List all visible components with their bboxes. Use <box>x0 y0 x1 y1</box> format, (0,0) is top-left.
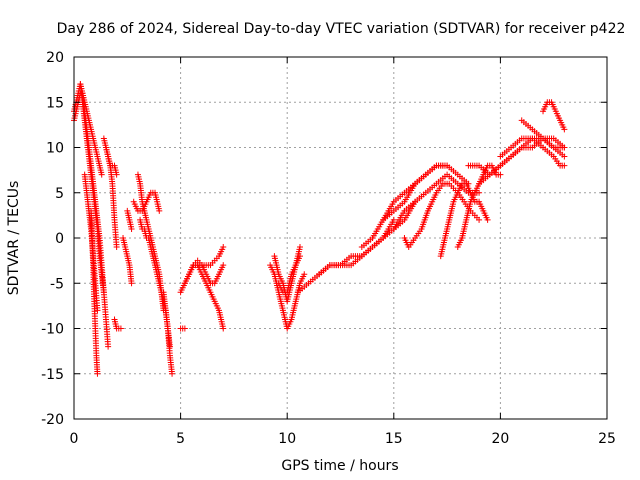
series-arc29 <box>454 162 504 251</box>
data-layer <box>71 81 568 377</box>
y-tick-label: 5 <box>55 186 64 202</box>
series-arc17 <box>181 257 227 287</box>
data-point <box>484 216 491 223</box>
y-axis-label: SDTVAR / TECUs <box>6 181 22 296</box>
data-point <box>296 244 303 251</box>
y-tick-label: -5 <box>50 276 64 292</box>
series-arc3 <box>77 81 112 350</box>
x-axis-label: GPS time / hours <box>281 458 398 474</box>
data-point <box>561 126 568 133</box>
series-arc26 <box>390 171 483 232</box>
data-point <box>156 207 163 214</box>
data-point <box>169 370 176 377</box>
x-tick-label: 25 <box>598 431 616 447</box>
x-tick-label: 10 <box>278 431 296 447</box>
series-arc18 <box>190 244 227 269</box>
chart-title: Day 286 of 2024, Sidereal Day-to-day VTE… <box>57 21 626 37</box>
data-point <box>220 262 227 269</box>
data-point <box>98 171 105 178</box>
series-arc7 <box>102 144 120 251</box>
series-arc21 <box>275 253 303 296</box>
data-point <box>220 244 227 251</box>
x-tick-label: 0 <box>70 431 79 447</box>
series-arc9 <box>120 235 135 287</box>
y-tick-label: 15 <box>46 95 64 111</box>
series-arc15 <box>177 325 188 332</box>
data-point <box>561 153 568 160</box>
x-tick-label: 20 <box>491 431 509 447</box>
series-arc27 <box>401 180 483 251</box>
data-point <box>301 271 308 278</box>
series-arc23 <box>316 198 419 278</box>
series-arc13 <box>137 216 176 377</box>
data-point <box>94 370 101 377</box>
series-arc34 <box>540 99 568 133</box>
data-point <box>181 325 188 332</box>
data-point <box>220 325 227 332</box>
series-arc14 <box>160 289 173 350</box>
data-point <box>296 253 303 260</box>
y-tick-label: -20 <box>41 412 64 428</box>
y-tick-label: 10 <box>46 141 64 157</box>
x-tick-label: 5 <box>176 431 185 447</box>
data-point <box>105 343 112 350</box>
series-arc11 <box>130 189 163 214</box>
data-point <box>113 244 120 251</box>
data-point <box>166 343 173 350</box>
data-point <box>390 216 397 223</box>
y-tick-label: 20 <box>46 50 64 66</box>
series-arc32 <box>497 135 568 169</box>
x-tick-label: 15 <box>385 431 403 447</box>
series-arc28 <box>437 180 491 260</box>
y-tick-label: -10 <box>41 322 64 338</box>
data-point <box>128 225 135 232</box>
series-arc19 <box>267 262 308 332</box>
tick-layer: 0 5 10 15 20 25 -20 -15 -10 -5 0 5 10 15 20 <box>41 50 616 447</box>
series-arc5 <box>88 207 101 377</box>
data-point <box>561 144 568 151</box>
series-arc31 <box>476 135 568 187</box>
data-point <box>561 162 568 169</box>
data-point <box>497 171 504 178</box>
y-tick-label: 0 <box>55 231 64 247</box>
y-tick-label: -15 <box>41 367 64 383</box>
series-arc33 <box>518 117 568 151</box>
series-arc8 <box>111 316 124 332</box>
series-arc10 <box>124 207 135 232</box>
data-point <box>117 325 124 332</box>
data-point <box>128 280 135 287</box>
grid-layer <box>74 57 607 419</box>
data-point <box>476 216 483 223</box>
data-point <box>113 171 120 178</box>
